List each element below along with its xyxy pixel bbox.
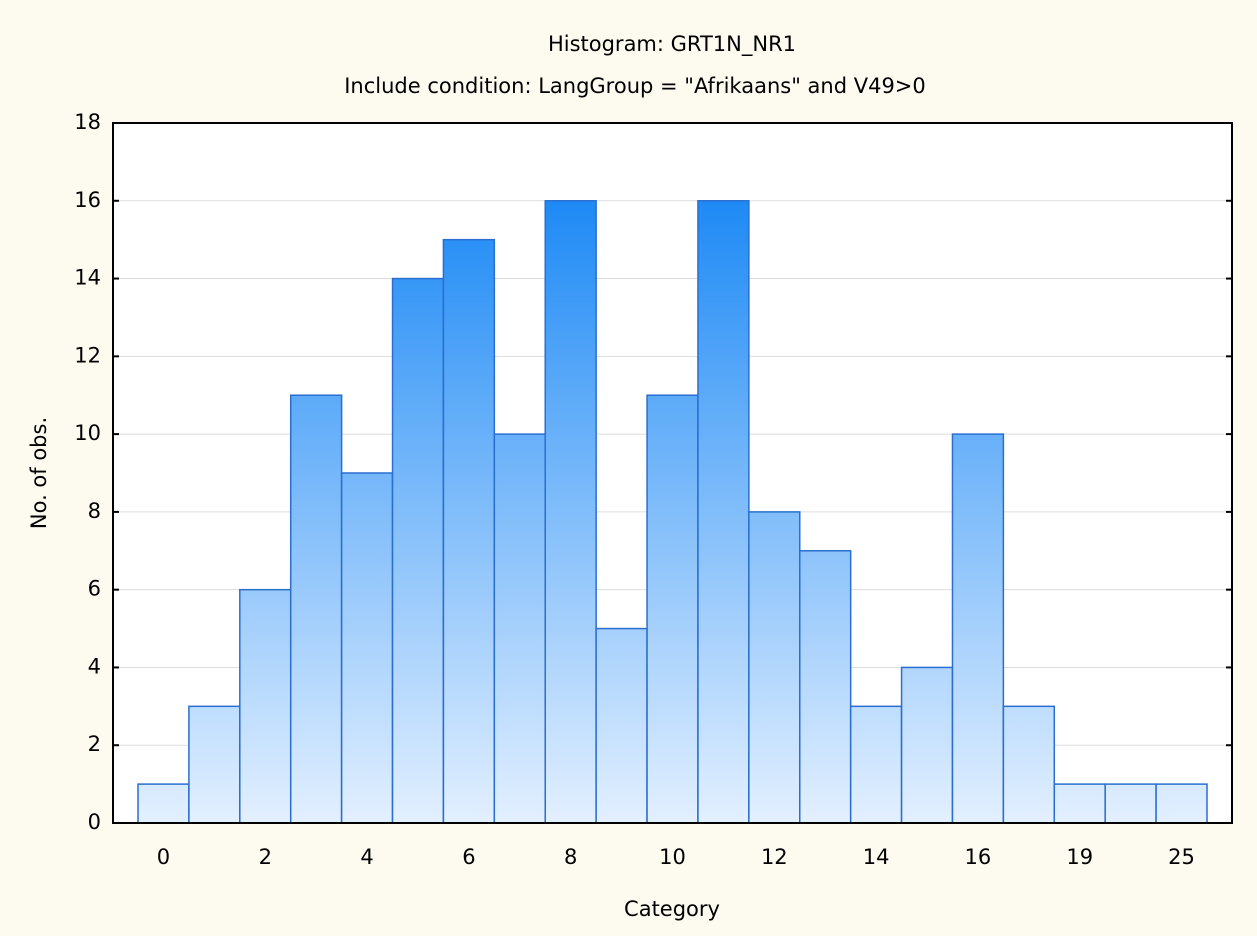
bar [1155,783,1208,824]
y-tick-label: 14 [74,266,101,290]
y-tick-label: 4 [88,654,101,678]
bar [1104,783,1157,824]
x-tick-label: 25 [1168,845,1195,869]
bar [188,705,241,824]
x-tick-label: 0 [157,845,170,869]
bar [748,511,801,824]
bar [849,705,903,824]
y-tick-label: 8 [88,499,101,523]
x-tick-label: 12 [761,845,788,869]
x-tick-label: 16 [965,845,992,869]
y-tick-label: 16 [74,188,101,212]
bar [493,433,546,824]
bar [900,666,954,824]
y-tick-label: 6 [88,577,101,601]
x-tick-label: 4 [360,845,373,869]
y-tick-label: 18 [74,110,101,134]
chart-title: Histogram: GRT1N_NR1 [548,32,796,57]
bar [544,200,597,824]
y-axis-label: No. of obs. [27,417,51,529]
bar [951,433,1005,824]
bar [697,200,750,824]
x-axis-label: Category [624,897,720,921]
bar [391,277,445,824]
bar [289,394,343,824]
y-tick-label: 12 [74,343,101,367]
x-tick-label: 8 [564,845,577,869]
bar [646,394,699,824]
bar [442,238,496,824]
plot-frame [112,122,1233,824]
x-tick-label: 19 [1066,845,1093,869]
x-tick-label: 10 [659,845,686,869]
bar [595,627,648,824]
y-tick-label: 0 [88,810,101,834]
x-tick-label: 14 [863,845,890,869]
chart-subtitle: Include condition: LangGroup = "Afrikaan… [344,74,926,98]
x-tick-label: 2 [259,845,272,869]
bar [137,783,190,824]
bar [239,588,292,824]
bar [799,550,852,824]
x-tick-label: 6 [462,845,475,869]
bar [1002,705,1056,824]
bar [340,472,394,824]
bar [1053,783,1106,824]
y-tick-label: 2 [88,732,101,756]
y-tick-label: 10 [74,421,101,445]
